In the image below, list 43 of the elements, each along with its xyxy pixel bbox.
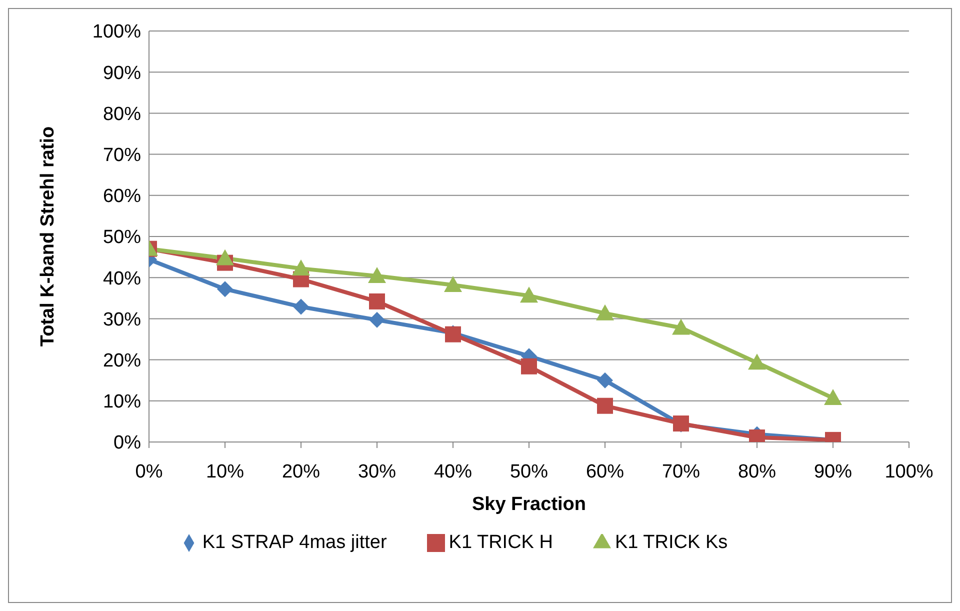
legend-label: K1 TRICK H bbox=[448, 532, 553, 553]
y-tick-label: 20% bbox=[102, 350, 142, 372]
x-tick-label: 30% bbox=[358, 461, 396, 482]
point bbox=[597, 372, 613, 388]
y-axis-title: Total K-band Strehl ratio bbox=[38, 126, 59, 347]
point bbox=[521, 358, 537, 374]
point bbox=[217, 281, 233, 298]
point bbox=[368, 266, 386, 283]
point bbox=[672, 318, 690, 335]
x-tick-label: 80% bbox=[738, 461, 776, 482]
y-tick-label: 80% bbox=[102, 104, 142, 125]
x-tick-label: 0% bbox=[135, 461, 163, 482]
x-tick-label: 100% bbox=[884, 461, 934, 482]
x-tick-label: 10% bbox=[206, 461, 244, 482]
point bbox=[597, 398, 613, 414]
y-tick-label: 60% bbox=[102, 186, 142, 208]
y-tick-label: 70% bbox=[102, 145, 142, 166]
point bbox=[369, 293, 385, 310]
y-tick-label: 30% bbox=[102, 309, 142, 330]
x-tick-label: 20% bbox=[282, 461, 320, 482]
y-tick-label: 40% bbox=[102, 268, 142, 290]
point bbox=[293, 298, 309, 315]
x-tick-label: 90% bbox=[814, 461, 852, 482]
x-tick-label: 50% bbox=[510, 461, 548, 482]
y-tick-label: 10% bbox=[102, 392, 142, 413]
point bbox=[216, 249, 234, 266]
y-tick-label: 50% bbox=[102, 227, 142, 248]
x-tick-label: 70% bbox=[662, 461, 700, 482]
point bbox=[292, 260, 310, 276]
x-tick-label: 40% bbox=[434, 461, 472, 482]
point bbox=[369, 312, 385, 328]
point bbox=[520, 286, 538, 303]
point bbox=[824, 389, 842, 406]
point bbox=[596, 304, 614, 320]
y-tick-label: 90% bbox=[102, 62, 142, 84]
legend-label: K1 TRICK Ks bbox=[614, 532, 728, 553]
point bbox=[444, 276, 462, 292]
x-axis-title: Sky Fraction bbox=[472, 494, 586, 515]
legend-label: K1 STRAP 4mas jitter bbox=[202, 532, 387, 553]
x-tick-label: 60% bbox=[586, 461, 624, 482]
y-tick-label: 0% bbox=[114, 432, 142, 454]
point bbox=[748, 354, 766, 370]
y-tick-label: 100% bbox=[92, 22, 142, 43]
